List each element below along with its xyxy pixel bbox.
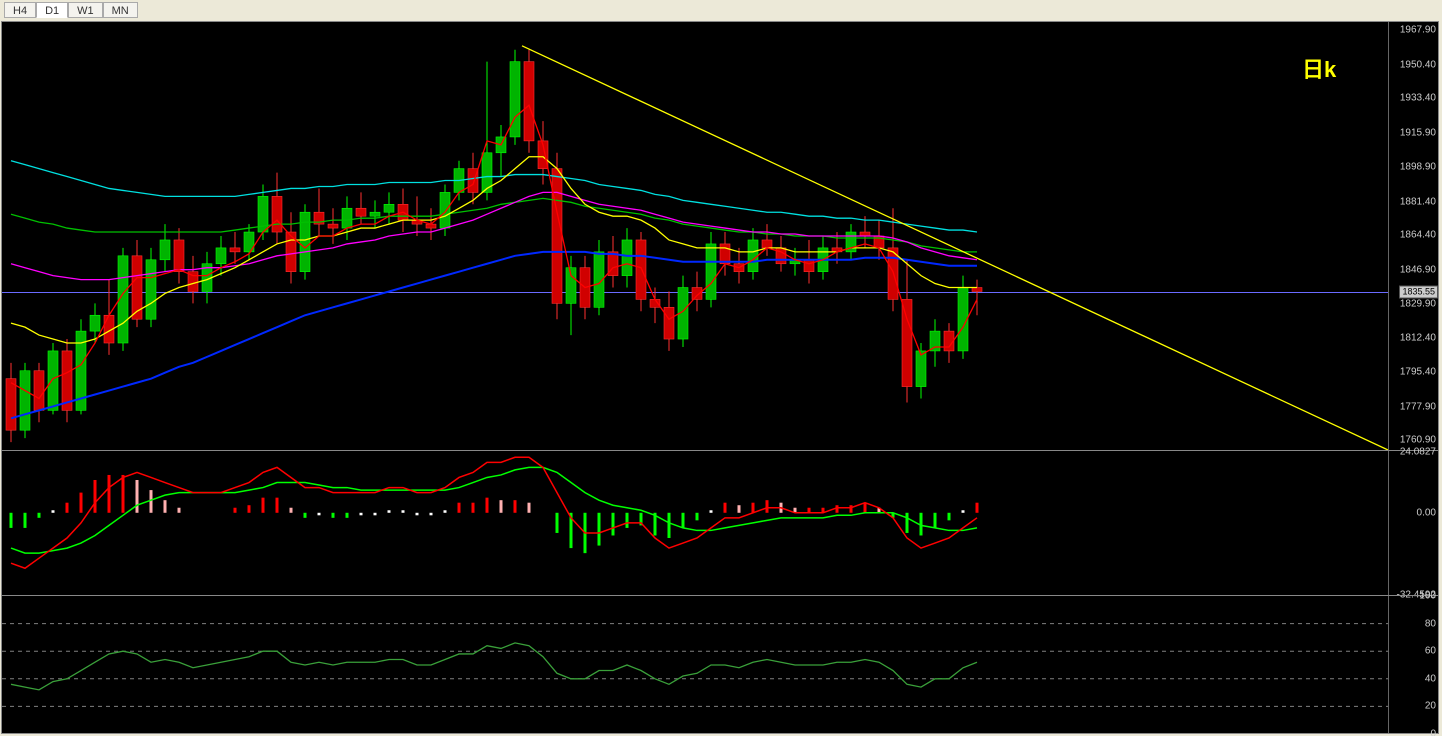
rsi-chart-svg [2, 596, 1388, 734]
rsi-tick: 100 [1419, 591, 1436, 602]
price-chart-svg [2, 22, 1388, 450]
price-tick: 1950.40 [1400, 59, 1436, 70]
timeframe-tab-mn[interactable]: MN [103, 2, 138, 18]
rsi-tick: 20 [1425, 701, 1436, 712]
price-tick: 1846.90 [1400, 264, 1436, 275]
timeframe-tab-d1[interactable]: D1 [36, 2, 68, 18]
price-y-axis: 1967.90 1950.40 1933.40 1915.90 1898.90 1881.… [1388, 22, 1438, 450]
rsi-tick: 40 [1425, 673, 1436, 684]
price-tick: 1898.90 [1400, 161, 1436, 172]
timeframe-tab-h4[interactable]: H4 [4, 2, 36, 18]
rsi-pane[interactable]: 100806040200 [2, 595, 1438, 733]
macd-tick: 0.00 [1417, 507, 1436, 518]
price-tick: 1777.90 [1400, 401, 1436, 412]
price-tick: 1915.90 [1400, 128, 1436, 139]
rsi-tick: 60 [1425, 646, 1436, 657]
price-tick: 1829.90 [1400, 298, 1436, 309]
macd-y-axis: 24.08270.00-32.4592 [1388, 451, 1438, 595]
rsi-tick: 80 [1425, 618, 1436, 629]
price-tick: 1967.90 [1400, 25, 1436, 36]
price-tick: 1812.40 [1400, 333, 1436, 344]
price-tick: 1933.40 [1400, 93, 1436, 104]
price-tick: 1795.40 [1400, 366, 1436, 377]
timeframe-tab-bar: H4D1W1MN [0, 0, 1442, 20]
macd-tick: 24.0827 [1400, 447, 1436, 458]
timeframe-tab-w1[interactable]: W1 [68, 2, 103, 18]
price-pane[interactable]: 1967.90 1950.40 1933.40 1915.90 1898.90 1881.… [2, 22, 1438, 450]
current-price-label: 1835.55 [1399, 286, 1438, 299]
rsi-tick: 0 [1430, 729, 1436, 736]
price-tick: 1760.90 [1400, 435, 1436, 446]
chart-container[interactable]: 1967.90 1950.40 1933.40 1915.90 1898.90 1881.… [1, 21, 1439, 734]
price-tick: 1864.40 [1400, 230, 1436, 241]
price-tick: 1881.40 [1400, 196, 1436, 207]
macd-pane[interactable]: 24.08270.00-32.4592 [2, 450, 1438, 595]
macd-chart-svg [2, 451, 1388, 596]
chart-title-label: 日k [1302, 52, 1336, 84]
rsi-y-axis: 100806040200 [1388, 596, 1438, 733]
